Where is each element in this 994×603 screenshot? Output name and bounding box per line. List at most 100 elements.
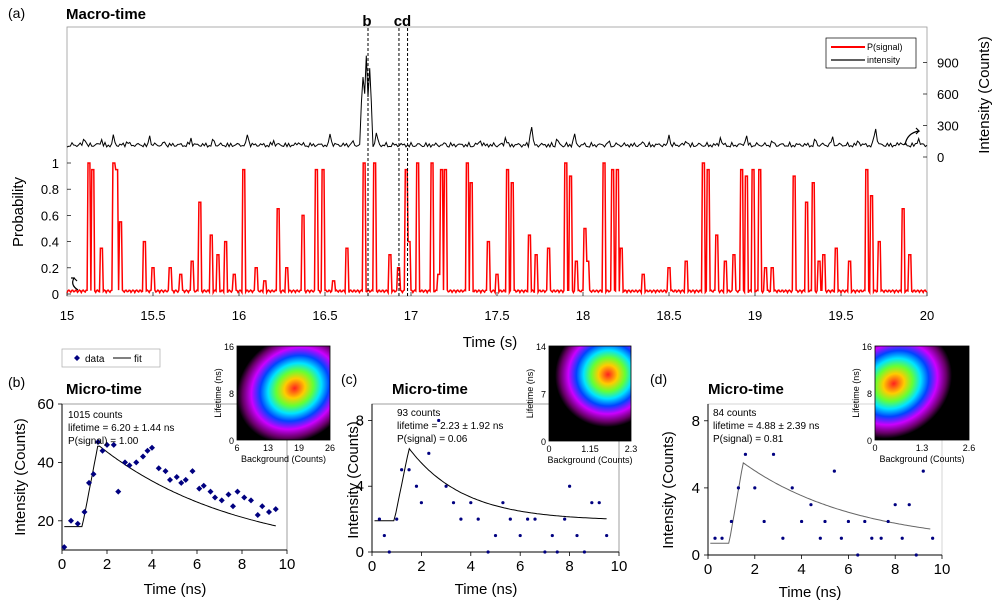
chart-d-data-point [893,503,897,507]
chart-d-y-tick-label: 4 [692,480,700,497]
legend-label-fit: fit [134,354,142,365]
chart-a-prob-tick-label: 0.6 [41,208,59,223]
chart-c-ylabel: Intensity (Counts) [345,421,362,539]
chart-d-inset-y-tick-label: 0 [867,436,872,446]
chart-b-data-point [248,497,254,504]
chart-d-x-tick-label: 8 [891,561,899,578]
chart-b-inset-y-tick-label: 8 [229,389,234,399]
chart-c-data-point [400,468,404,472]
chart-b-inset-heatmap [237,346,330,440]
chart-d-annotation-lifetime: lifetime = 4.88 ± 2.39 ns [713,421,819,432]
chart-a-int-tick-label: 0 [937,150,944,165]
chart-a-x-tick-label: 18.5 [656,308,681,323]
chart-b-data-point [218,497,225,504]
chart-b-inset: 6 13 19 26 0 8 16 Background (Counts) Lifetime (… [213,342,335,464]
panel-d: (d) Micro-time 0 2 4 6 8 10 0 4 8 84 counts life… [650,342,975,601]
chart-c-data-point [543,550,547,554]
chart-d-data-point [839,536,843,540]
chart-a-probability-line [66,162,928,296]
chart-c-data-point [414,484,419,488]
chart-b-data-point [189,468,196,475]
chart-a-prob-tick-label: 0.4 [41,235,59,250]
chart-a-prob-tick-label: 0.8 [41,182,59,197]
chart-b-y-tick-label: 40 [37,454,54,471]
chart-b-data-point [207,488,214,495]
chart-c-data-point [563,517,567,521]
chart-c-inset-frame [548,345,632,442]
chart-b-inset-ylabel: Lifetime (ns) [213,368,223,418]
chart-d-inset: 0 1.3 2.6 0 8 16 Background (Counts) Lifetime (… [851,342,975,464]
left-axis-arrow-icon [71,277,79,291]
chart-d-data-point [846,519,851,524]
chart-a-int-tick-label: 300 [937,119,959,134]
chart-c-fit-line [374,447,607,522]
chart-c-data-point [387,550,391,554]
chart-d-data-point [736,486,741,490]
chart-d-data-point [720,536,724,540]
chart-c-data-point [605,533,609,538]
legend-label-intensity: intensity [867,55,901,65]
chart-a-marker-label: d [402,13,411,30]
chart-c-data-point [476,517,480,521]
chart-b-x-tick-label: 8 [238,556,246,573]
chart-a-x-tick-label: 20 [920,308,934,323]
chart-c-data-point [582,550,587,554]
chart-b-data-point [266,509,272,516]
chart-b-data-point [126,462,133,469]
panel-label-d: (d) [650,371,667,387]
chart-c-x-tick-label: 8 [565,558,573,575]
chart-b-data-point [200,482,207,489]
chart-b-inset-x-tick-label: 19 [294,443,304,453]
chart-d-x-tick-label: 10 [934,561,951,578]
chart-a-ylabel-left: Probability [10,176,27,247]
chart-b-xlabel: Time (ns) [144,581,207,598]
chart-d-data-point [713,536,717,540]
chart-c-data-point [377,517,382,521]
chart-d-data-point [907,503,911,507]
chart-b-inset-xlabel: Background (Counts) [241,454,326,464]
chart-d-inset-y-tick-label: 16 [862,342,872,352]
chart-c-data-point [437,418,441,423]
chart-d-inset-frame [874,345,970,441]
chart-d-x-tick-label: 0 [704,561,712,578]
chart-c-data-point [395,517,399,521]
chart-b-data-point [133,459,140,466]
panel-label-b: (b) [8,374,25,390]
legend-label-signal: P(signal) [867,42,903,52]
chart-d-data-point [818,536,822,540]
chart-b-inset-x-tick-label: 13 [263,443,273,453]
chart-a-frame [66,26,928,297]
chart-b-data-point [90,471,97,478]
chart-c-data-point [444,484,448,488]
chart-c-title: Micro-time [392,381,468,398]
legend-swatch-data [74,355,80,361]
chart-d-inset-xlabel: Background (Counts) [879,454,964,464]
chart-b-data-point [140,453,146,460]
chart-a-ylabel-right: Intensity (Counts) [976,36,993,154]
chart-b-x-tick-label: 2 [103,556,111,573]
chart-c-data-point [459,517,463,521]
chart-b-inset-blob [237,346,330,440]
chart-b-data-point [196,485,203,492]
chart-a-legend: P(signal) intensity [825,37,917,69]
chart-d-inset-x-tick-label: 0 [872,443,877,453]
chart-c-data-point [533,517,537,521]
chart-d-data-point [823,519,827,524]
chart-d-inset-y-tick-label: 8 [867,389,872,399]
chart-c-data-point [382,533,386,538]
chart-c-annotation-psignal: P(signal) = 0.06 [397,434,468,445]
chart-c-y-tick-label: 4 [356,478,364,495]
chart-c-data-point [590,501,594,505]
chart-b-data-point [110,441,117,448]
chart-d-data-point [781,536,785,540]
chart-b-inset-x-tick-label: 6 [234,443,239,453]
chart-d-y-tick-label: 8 [692,413,700,430]
chart-b-data-point [234,488,241,495]
chart-b-data-point [225,491,232,498]
chart-d-inset-heatmap [875,346,952,439]
chart-d-data-point [771,452,776,456]
chart-d-ylabel: Intensity (Counts) [660,431,677,549]
chart-c-inset-y-tick-label: 14 [536,342,546,352]
